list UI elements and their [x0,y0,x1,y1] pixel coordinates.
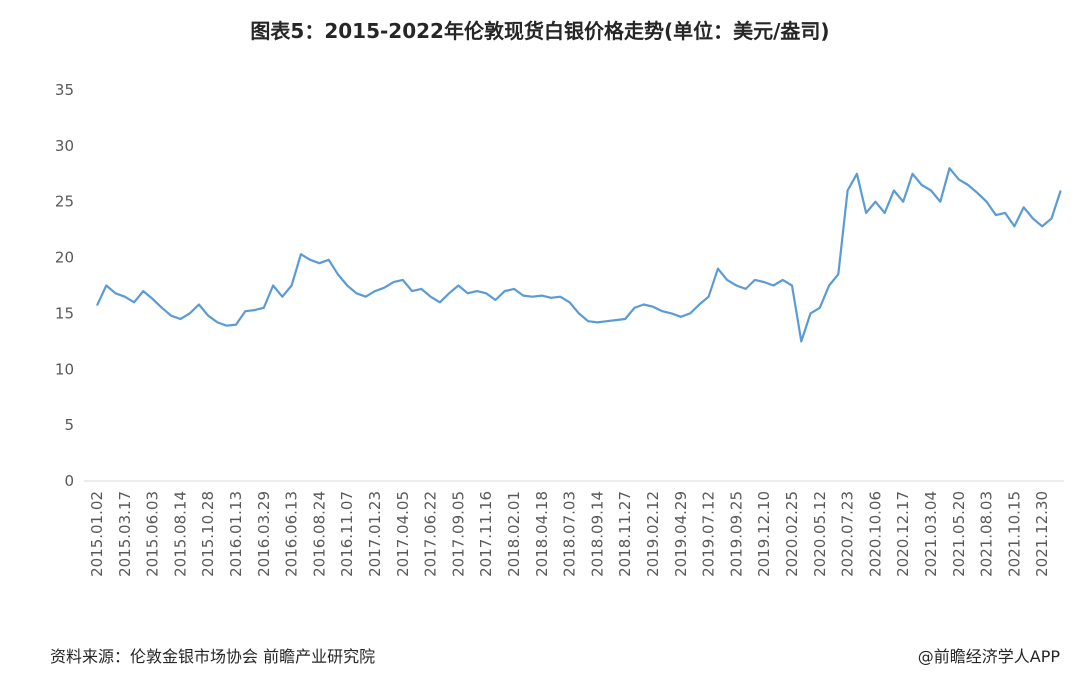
x-tick-label: 2016.03.29 [255,491,273,577]
x-tick-label: 2018.02.01 [505,491,523,577]
x-tick-label: 2016.01.13 [227,491,245,577]
x-tick-label: 2019.12.10 [755,491,773,577]
price-line [96,167,1062,343]
y-tick-label: 0 [64,472,74,490]
x-tick-label: 2015.08.14 [171,491,189,577]
y-tick-label: 20 [55,249,74,267]
x-tick-label: 2020.10.06 [866,491,884,577]
x-tick-label: 2021.05.20 [950,491,968,577]
x-tick-label: 2017.11.16 [477,491,495,577]
x-tick-label: 2020.07.23 [839,491,857,577]
x-tick-label: 2020.05.12 [811,491,829,577]
x-tick-label: 2018.11.27 [616,491,634,577]
x-tick-label: 2018.07.03 [561,491,579,577]
y-tick-label: 5 [64,416,74,434]
x-tick-label: 2016.06.13 [283,491,301,577]
credit: @前瞻经济学人APP [918,647,1061,666]
y-tick-label: 15 [55,304,74,322]
x-tick-label: 2020.02.25 [783,491,801,577]
y-tick-label: 25 [55,193,74,211]
x-tick-label: 2015.01.02 [88,491,106,577]
x-tick-label: 2019.02.12 [644,491,662,577]
x-tick-label: 2019.04.29 [672,491,690,577]
x-tick-label: 2021.12.30 [1033,491,1051,577]
x-tick-label: 2021.10.15 [1005,491,1023,577]
y-tick-label: 35 [55,81,74,99]
chart-title: 图表5：2015-2022年伦敦现货白银价格走势(单位：美元/盎司) [250,19,829,43]
x-tick-label: 2021.03.04 [922,491,940,577]
x-tick-label: 2021.08.03 [978,491,996,577]
x-tick-label: 2019.07.12 [700,491,718,577]
x-tick-label: 2015.03.17 [116,491,134,577]
x-tick-label: 2017.04.05 [394,491,412,577]
x-tick-label: 2018.04.18 [533,491,551,577]
x-tick-label: 2015.10.28 [199,491,217,577]
x-tick-label: 2016.11.07 [338,491,356,577]
x-tick-label: 2018.09.14 [588,491,606,577]
x-tick-label: 2017.09.05 [449,491,467,577]
x-tick-label: 2020.12.17 [894,491,912,577]
x-tick-label: 2017.01.23 [366,491,384,577]
y-tick-label: 30 [55,137,74,155]
x-tick-label: 2016.08.24 [310,491,328,577]
x-tick-label: 2017.06.22 [422,491,440,577]
x-tick-label: 2015.06.03 [144,491,162,577]
source-note: 资料来源：伦敦金银市场协会 前瞻产业研究院 [50,647,375,666]
x-tick-label: 2019.09.25 [727,491,745,577]
y-tick-label: 10 [55,360,74,378]
